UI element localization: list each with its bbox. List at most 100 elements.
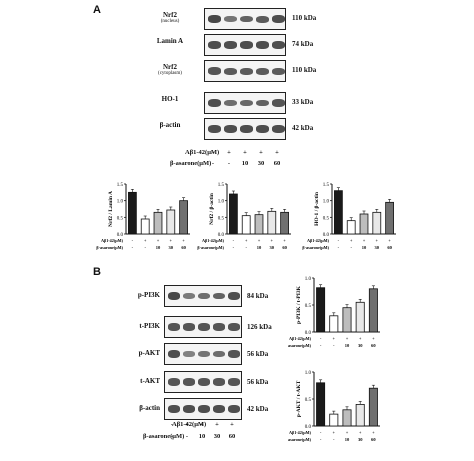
bar (372, 211, 382, 235)
treatment-row-label: β-asarone(μM) (288, 343, 312, 348)
panel-b-letter: B (93, 266, 101, 278)
blot-band (224, 99, 237, 107)
y-axis-label: HO-1 / β-actin (314, 192, 320, 226)
treatment-row-value: 30 (358, 343, 363, 348)
treatment-row-value: - (144, 245, 146, 250)
bar (179, 200, 188, 235)
blot-image (204, 118, 286, 140)
blot-band (213, 378, 225, 386)
kda-label: 56 kDa (247, 378, 269, 386)
blot-image (164, 371, 242, 393)
treatment-row-label: Aβ1-42(μM) (307, 238, 330, 243)
panel-a-asarone-label: β-asarone(μM) (170, 160, 212, 167)
treatment-row-value: 60 (282, 245, 287, 250)
blot-label: HO-1 (161, 95, 179, 103)
blot-label: Nrf2 (nucleus) (140, 12, 200, 25)
treatment-value: + (200, 421, 204, 428)
treatment-row-value: 10 (345, 343, 350, 348)
y-tick-label: 1.5 (218, 183, 225, 188)
treatment-row-value: - (320, 430, 322, 435)
blot-image (164, 285, 242, 307)
blot-band (228, 378, 240, 386)
bar (334, 190, 343, 235)
blot-band (224, 41, 237, 49)
treatment-value: + (185, 421, 189, 428)
treatment-row-value: + (346, 336, 349, 341)
blot-image (164, 316, 242, 338)
y-tick-label: 0.5 (305, 398, 312, 403)
blot-band (168, 292, 180, 300)
blot-band (228, 292, 240, 300)
blot-band (213, 350, 225, 358)
treatment-row-value: + (283, 238, 286, 243)
blot-band (198, 405, 210, 413)
treatment-row-value: - (350, 245, 352, 250)
blot-band (228, 323, 240, 331)
y-tick-label: 1.0 (218, 200, 225, 205)
blot-band (213, 323, 225, 331)
blot-band (208, 41, 221, 49)
blot-band (168, 405, 180, 413)
blot-image (204, 60, 286, 82)
bar (166, 209, 176, 235)
panel-a-letter: A (93, 4, 101, 16)
treatment-row-value: 30 (169, 245, 174, 250)
treatment-row-value: + (372, 336, 375, 341)
treatment-row-value: - (233, 245, 235, 250)
treatment-row-value: - (245, 245, 247, 250)
blot-image (164, 343, 242, 365)
blot-band (183, 351, 195, 357)
treatment-row-value: 60 (371, 343, 376, 348)
blot-band (208, 15, 221, 23)
treatment-value: + (243, 149, 247, 156)
treatment-row-value: + (271, 238, 274, 243)
blot-band (198, 350, 210, 358)
blot-band (224, 125, 237, 133)
treatment-row-value: + (363, 238, 366, 243)
blot-band (224, 15, 237, 23)
treatment-row-value: 10 (257, 245, 262, 250)
treatment-row-value: + (372, 430, 375, 435)
y-axis-label: Nrf2 / Lamin A (108, 191, 114, 227)
blot-band (272, 99, 285, 107)
blot-image (164, 398, 242, 420)
blot-label: β-actin (139, 404, 160, 412)
treatment-row-label: β-asarone(μM) (302, 245, 329, 250)
kda-label: 33 kDa (292, 98, 314, 106)
treatment-row-value: 10 (156, 245, 161, 250)
y-tick-label: 1.0 (117, 200, 124, 205)
treatment-value: 60 (273, 160, 281, 167)
treatment-value: + (227, 149, 231, 156)
treatment-row-label: Aβ1-42(μM) (101, 238, 124, 243)
kda-label: 74 kDa (292, 40, 314, 48)
blot-band (256, 41, 269, 49)
treatment-value: 60 (228, 433, 236, 440)
blot-label: p-AKT (138, 349, 160, 357)
y-tick-label: 0.5 (323, 216, 330, 221)
bar (241, 215, 251, 235)
kda-label: 42 kDa (292, 124, 314, 132)
blot-image (204, 8, 286, 30)
bar (153, 211, 163, 235)
treatment-row-value: + (144, 238, 147, 243)
treatment-row-value: 10 (345, 437, 350, 442)
blot-label: t-PI3K (139, 322, 160, 330)
treatment-row-value: - (320, 343, 322, 348)
blot-band (240, 67, 253, 75)
treatment-row-value: - (320, 437, 322, 442)
y-tick-label: 1.0 (305, 371, 312, 376)
y-tick-label: 0.0 (305, 425, 312, 430)
treatment-row-value: - (333, 437, 335, 442)
blot-band (208, 67, 221, 75)
blot-band (208, 125, 221, 133)
bar (346, 220, 356, 235)
treatment-row-label: β-asarone(μM) (288, 437, 312, 442)
treatment-row-value: + (333, 430, 336, 435)
treatment-row-value: - (320, 336, 322, 341)
treatment-value: 30 (213, 433, 221, 440)
kda-label: 42 kDa (247, 405, 269, 413)
treatment-row-value: - (333, 343, 335, 348)
bar (385, 201, 394, 235)
bar (342, 409, 352, 427)
treatment-row-value: 60 (181, 245, 186, 250)
